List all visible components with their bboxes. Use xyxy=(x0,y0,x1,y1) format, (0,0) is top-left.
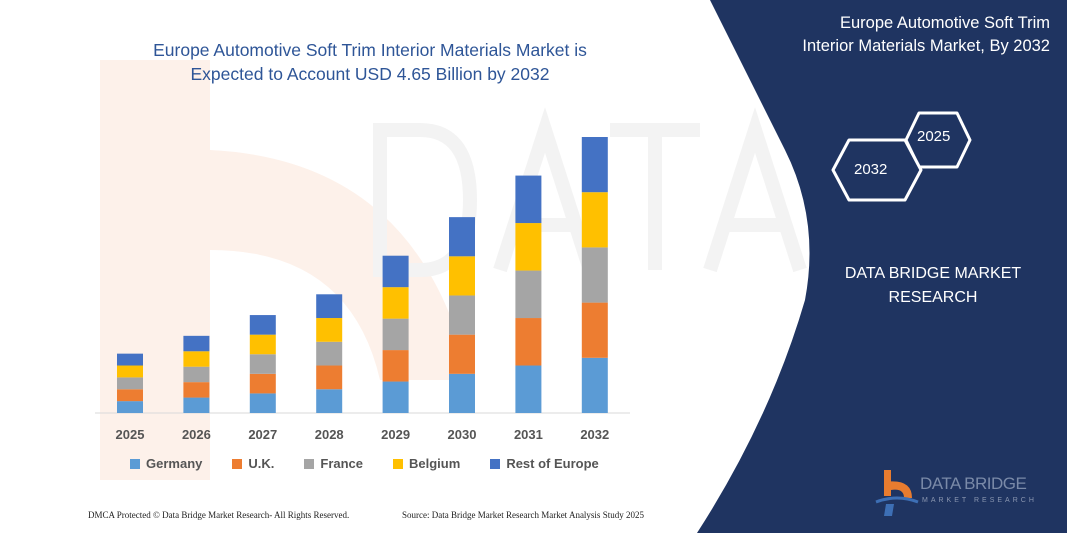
x-tick-label: 2025 xyxy=(116,427,145,442)
bar-segment-belgium-2027 xyxy=(249,334,276,355)
x-tick-label: 2026 xyxy=(182,427,211,442)
x-tick-label: 2028 xyxy=(315,427,344,442)
bar-segment-germany-2030 xyxy=(449,373,475,413)
bar-segment-u-k--2028 xyxy=(316,365,343,390)
footer-copyright: DMCA Protected © Data Bridge Market Rese… xyxy=(88,510,350,520)
bar-segment-rest-of-europe-2031 xyxy=(515,175,542,224)
bar-segment-germany-2032 xyxy=(581,357,608,413)
legend-label: France xyxy=(320,456,364,471)
x-tick-label: 2027 xyxy=(248,427,277,442)
bar-segment-belgium-2030 xyxy=(449,256,475,296)
legend-item: Rest of Europe xyxy=(490,456,599,471)
legend-swatch xyxy=(130,458,140,469)
bar-segment-france-2030 xyxy=(449,295,475,335)
bar-segment-rest-of-europe-2027 xyxy=(249,315,276,335)
bar-segment-u-k--2032 xyxy=(581,302,608,358)
bar-segment-france-2029 xyxy=(382,318,409,351)
logo-subtext: MARKET RESEARCH xyxy=(922,497,1037,504)
bar-segment-france-2032 xyxy=(581,247,608,303)
legend-item: Germany xyxy=(130,456,202,471)
chart-title: Europe Automotive Soft Trim Interior Mat… xyxy=(90,38,650,86)
title-line: Expected to Account USD 4.65 Billion by … xyxy=(190,64,550,84)
legend-item: Belgium xyxy=(393,456,460,471)
title-line: Interior Materials Market, By 2032 xyxy=(802,37,1050,55)
bar-segment-france-2025 xyxy=(117,377,143,390)
bar-segment-germany-2029 xyxy=(382,381,409,413)
bar-segment-u-k--2030 xyxy=(449,334,475,374)
bar-segment-france-2028 xyxy=(316,341,343,366)
bar-segment-germany-2025 xyxy=(117,401,143,413)
logo-text: DATA BRIDGE xyxy=(920,474,1027,493)
hex-year-2025: 2025 xyxy=(917,128,951,145)
legend-label: Rest of Europe xyxy=(506,456,599,471)
brand-line: RESEARCH xyxy=(888,289,978,306)
legend: Germany U.K. France Belgium Rest of Europe xyxy=(130,456,629,471)
brand-text: DATA BRIDGE MARKET RESEARCH xyxy=(808,262,1058,310)
legend-item: U.K. xyxy=(232,456,274,471)
bar-segment-france-2031 xyxy=(515,270,542,319)
legend-swatch xyxy=(304,458,315,469)
bar-segment-belgium-2029 xyxy=(382,287,409,319)
bar-segment-u-k--2029 xyxy=(382,350,409,382)
bar-segment-germany-2027 xyxy=(249,393,276,413)
x-tick-label: 2032 xyxy=(580,427,609,442)
bar-segment-belgium-2025 xyxy=(117,365,143,378)
bar-segment-france-2027 xyxy=(249,354,276,374)
bar-segment-rest-of-europe-2029 xyxy=(382,255,409,288)
bar-segment-germany-2031 xyxy=(515,365,542,413)
hex-year-2032: 2032 xyxy=(854,161,888,178)
bar-segment-germany-2028 xyxy=(316,389,343,413)
bar-segment-belgium-2031 xyxy=(515,223,542,271)
x-tick-label: 2029 xyxy=(381,427,410,442)
bar-segment-rest-of-europe-2030 xyxy=(449,217,475,257)
title-line: Europe Automotive Soft Trim xyxy=(839,14,1050,32)
bar-segment-germany-2026 xyxy=(183,397,210,413)
bar-segment-rest-of-europe-2028 xyxy=(316,294,343,319)
bar-segment-u-k--2026 xyxy=(183,382,210,398)
side-panel-title: Europe Automotive Soft Trim Interior Mat… xyxy=(740,12,1050,58)
bar-segment-belgium-2028 xyxy=(316,318,343,342)
legend-swatch xyxy=(393,458,404,469)
legend-swatch xyxy=(490,458,501,469)
bar-segment-u-k--2025 xyxy=(117,389,143,402)
footer-source: Source: Data Bridge Market Research Mark… xyxy=(402,510,644,520)
bar-segment-u-k--2027 xyxy=(249,373,276,394)
data-bridge-logo-icon xyxy=(875,470,919,516)
bar-segment-u-k--2031 xyxy=(515,318,542,366)
bar-segment-belgium-2032 xyxy=(581,192,608,248)
brand-line: DATA BRIDGE MARKET xyxy=(844,265,1022,282)
bar-segment-rest-of-europe-2032 xyxy=(581,137,608,193)
title-line: Europe Automotive Soft Trim Interior Mat… xyxy=(153,40,587,60)
hexagon-2032 xyxy=(831,138,923,202)
bar-segment-rest-of-europe-2026 xyxy=(183,335,210,352)
legend-label: Germany xyxy=(146,456,203,471)
bar-segment-belgium-2026 xyxy=(183,351,210,367)
x-tick-label: 2031 xyxy=(514,427,543,442)
bar-segment-france-2026 xyxy=(183,366,210,383)
legend-swatch xyxy=(232,458,243,469)
x-tick-label: 2030 xyxy=(448,427,477,442)
legend-label: Belgium xyxy=(409,456,461,471)
legend-label: U.K. xyxy=(248,456,275,471)
bar-segment-rest-of-europe-2025 xyxy=(117,353,143,366)
legend-item: France xyxy=(304,456,363,471)
